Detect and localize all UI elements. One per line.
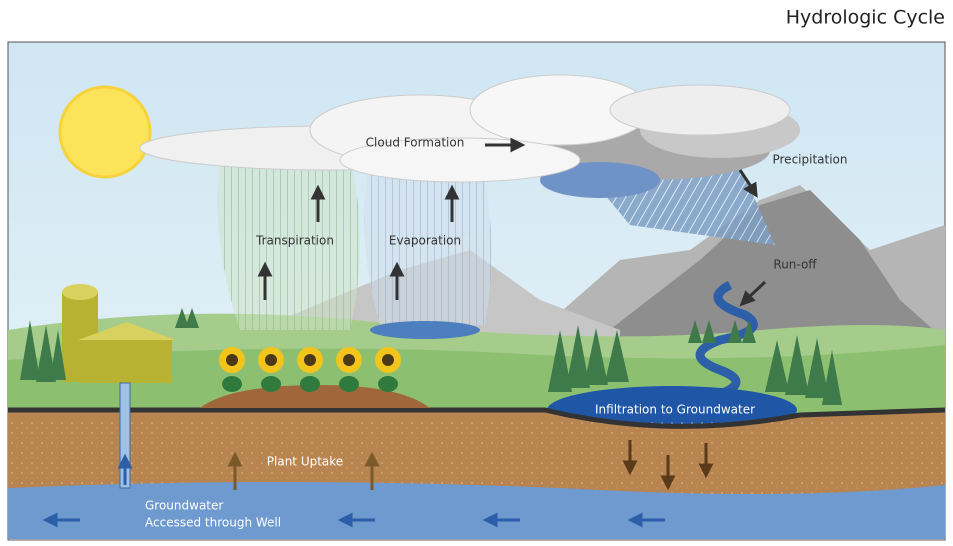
- sunflowers: [219, 347, 401, 392]
- label-evaporation: Evaporation: [389, 234, 461, 248]
- tree: [175, 308, 189, 328]
- tree: [548, 330, 572, 392]
- garden-bed: [200, 385, 430, 408]
- center: [265, 354, 277, 366]
- arrowhead: [743, 181, 758, 198]
- groundwater: [8, 481, 945, 539]
- leaves: [378, 376, 398, 392]
- center: [382, 354, 394, 366]
- barn: [82, 338, 172, 383]
- arrowhead: [444, 184, 460, 200]
- leaves: [261, 376, 281, 392]
- label-infiltration: Infiltration to Groundwater: [595, 403, 755, 417]
- tree: [566, 325, 590, 388]
- well-pipe: [119, 382, 131, 489]
- transpiration-mist: [217, 160, 360, 330]
- arrowhead: [310, 184, 326, 200]
- barn-roof: [78, 322, 176, 340]
- infiltration-arrows: [622, 440, 714, 491]
- pond: [370, 321, 480, 339]
- sunflower: [336, 347, 362, 392]
- arrowhead: [482, 512, 498, 528]
- tree: [36, 325, 56, 382]
- tree: [765, 340, 789, 392]
- arrowhead: [337, 512, 353, 528]
- sunflower: [375, 347, 401, 392]
- label-transpiration: Transpiration: [255, 234, 334, 248]
- silo-top: [62, 284, 98, 300]
- arrowhead: [622, 460, 638, 476]
- arrowhead: [627, 512, 643, 528]
- label-cloud-formation: Cloud Formation: [366, 136, 465, 150]
- cloud-part: [609, 84, 791, 136]
- arrowhead: [364, 451, 380, 467]
- arrowhead: [389, 261, 405, 277]
- tree: [20, 320, 40, 380]
- arrowhead: [257, 261, 273, 277]
- sunflower: [258, 347, 284, 392]
- cloud-light: [139, 74, 791, 183]
- center: [304, 354, 316, 366]
- tree: [50, 330, 66, 380]
- label-precipitation: Precipitation: [772, 153, 847, 167]
- arrow: [746, 280, 767, 300]
- label-plant-uptake: Plant Uptake: [267, 455, 343, 469]
- river: [695, 280, 758, 405]
- arrowhead: [739, 290, 756, 307]
- arrowhead: [698, 463, 714, 479]
- leaves: [222, 376, 242, 392]
- tree: [605, 330, 629, 382]
- tree: [584, 328, 608, 385]
- title: Hydrologic Cycle: [786, 7, 945, 29]
- arrows: [257, 137, 767, 307]
- center: [343, 354, 355, 366]
- arrow: [738, 169, 754, 189]
- cloud-part: [540, 162, 660, 198]
- leaves: [339, 376, 359, 392]
- leaves: [300, 376, 320, 392]
- tree: [822, 350, 842, 405]
- mountain: [590, 190, 945, 370]
- arrowhead: [510, 137, 526, 153]
- label-groundwater-well: Accessed through Well: [145, 516, 281, 530]
- tree: [185, 308, 199, 328]
- label-run-off: Run-off: [773, 258, 817, 272]
- tree: [728, 320, 742, 343]
- trees: [20, 308, 842, 405]
- arrowhead: [117, 453, 133, 469]
- tree: [805, 338, 829, 398]
- tree: [742, 320, 756, 343]
- tree: [785, 335, 809, 395]
- ground-line: [8, 407, 946, 429]
- tree: [702, 320, 716, 343]
- center: [226, 354, 238, 366]
- arrowhead: [42, 512, 58, 528]
- tree: [688, 320, 702, 343]
- arrowhead: [660, 475, 676, 491]
- groundwater-arrows: [42, 451, 665, 528]
- label-groundwater: Groundwater: [145, 499, 223, 513]
- sunflower: [297, 347, 323, 392]
- arrowhead: [227, 451, 243, 467]
- sunflower: [219, 347, 245, 392]
- cloud-part: [339, 137, 581, 183]
- sun: [58, 85, 152, 179]
